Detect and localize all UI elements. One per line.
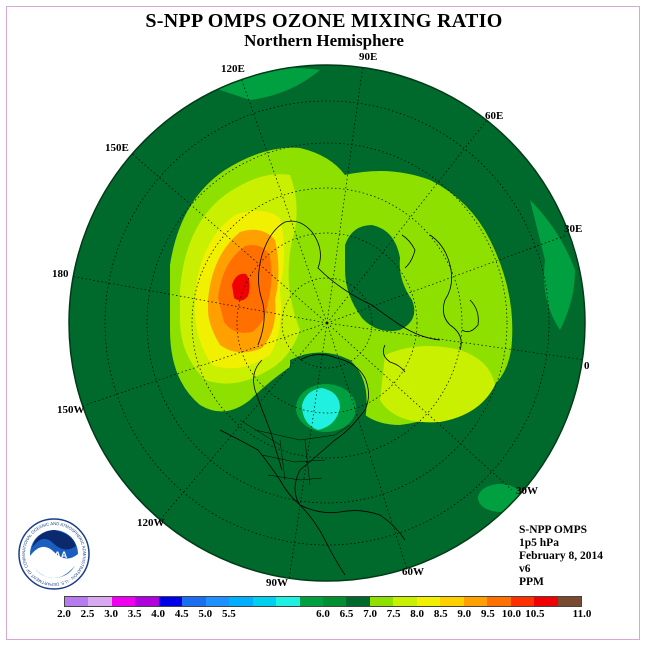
colorbar-tick-label: 9.5 [480,608,495,620]
ozone-maximum-red [232,273,250,301]
colorbar-tick-label: 6.0 [316,608,330,620]
colorbar-tick-label: 5.5 [221,608,236,620]
colorbar-swatch [229,597,253,606]
figure-frame [6,6,640,640]
colorbar-swatch [369,597,394,606]
colorbar-tick-label: 3.0 [104,608,118,620]
lon-label-180: 180 [52,268,69,280]
noaa-logo-text: NOAA [41,550,68,560]
colorbar-tick-label: 4.0 [151,608,166,620]
ozone-band-yellow-green-east [380,346,495,423]
colorbar-swatch [135,597,159,606]
colorbar-tick-label: 2.0 [57,608,71,620]
colorbar-swatch [510,597,535,606]
lon-label-60w: 60W [402,566,424,578]
lon-label-90w: 90W [266,577,288,589]
colorbar-swatch [158,597,183,606]
map-title: S-NPP OMPS OZONE MIXING RATIO [145,10,503,32]
colorbar-swatch [65,597,89,606]
colorbar-swatch [487,597,511,606]
info-level: 1p5 hPa [519,537,559,549]
colorbar-swatch [252,597,277,606]
colorbar-swatch [440,597,464,606]
info-version: v6 [519,563,531,575]
colorbar-tick-label: 10.5 [525,608,545,620]
lon-label-90e: 90E [359,51,378,63]
lon-label-120w: 120W [137,517,165,529]
colorbar-tick-label: 10.0 [501,608,521,620]
colorbar-swatch [393,597,417,606]
info-instrument: S-NPP OMPS [519,524,588,536]
lon-label-30w: 30W [516,485,538,497]
colorbar-swatch [111,597,136,606]
colorbar-swatch [557,597,581,606]
lon-label-150w: 150W [57,404,85,416]
colorbar-swatch [322,597,347,606]
lon-label-30e: 30E [564,223,583,235]
ozone-patch-mid-east [530,200,575,330]
colorbar [64,596,582,607]
info-date: February 8, 2014 [519,550,604,562]
lon-label-60e: 60E [485,110,504,122]
ozone-minimum-cyan [302,388,340,430]
colorbar-tick-label: 3.5 [127,608,142,620]
colorbar-tick-label: 11.0 [572,608,592,620]
colorbar-swatch [205,597,230,606]
colorbar-swatch [534,597,558,606]
ozone-low-vortex [345,225,415,332]
colorbar-swatch [299,597,323,606]
map-subtitle: Northern Hemisphere [244,31,404,50]
lon-label-0: 0 [584,360,590,372]
colorbar-tick-label: 2.5 [80,608,95,620]
colorbar-swatch [88,597,112,606]
colorbar-tick-label: 8.0 [410,608,425,620]
colorbar-swatch [182,597,206,606]
colorbar-tick-label: 8.5 [433,608,448,620]
lon-label-120e: 120E [221,63,245,75]
map-disk-edge [68,64,586,582]
noaa-logo: NATIONAL OCEANIC AND ATMOSPHERIC ADMINIS… [18,518,90,590]
colorbar-tick-label: 7.5 [386,608,401,620]
info-units: PPM [519,576,544,588]
borders [239,419,351,486]
colorbar-tick-label: 5.0 [198,608,213,620]
colorbar-tick-label: 4.5 [174,608,189,620]
colorbar-tick-label: 7.0 [363,608,377,620]
lon-label-150e: 150E [105,142,129,154]
info-block: S-NPP OMPS 1p5 hPa February 8, 2014 v6 P… [519,524,603,589]
colorbar-tick-label: 6.5 [339,608,354,620]
colorbar-swatch [346,597,370,606]
colorbar-swatch [463,597,488,606]
colorbar-swatch [276,597,300,606]
colorbar-tick-label: 9.0 [457,608,472,620]
colorbar-swatch [416,597,441,606]
graticule [69,65,585,581]
coastlines [219,220,479,576]
